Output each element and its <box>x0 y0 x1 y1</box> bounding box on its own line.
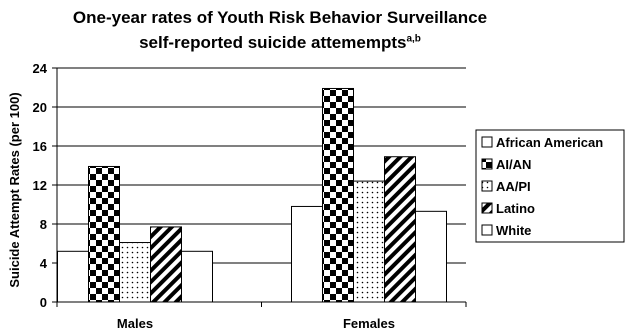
y-tick-label: 12 <box>33 178 47 193</box>
y-tick-label: 8 <box>40 217 47 232</box>
bar-aa-pi-males <box>119 242 151 303</box>
y-axis-label: Suicide Attempt Rates (per 100) <box>7 92 22 287</box>
chart-title-line-1: One-year rates of Youth Risk Behavior Su… <box>72 8 488 27</box>
bar-african-american-females <box>291 205 323 303</box>
axis-labels: 0 4 8 12 16 20 24 Males Females Suicide Attempt R… <box>7 61 395 330</box>
chart-title-line-2: self-reported suicide attememptsa,b <box>0 33 560 53</box>
bar-aa-pi-females <box>353 180 385 303</box>
bar-latino-females <box>384 156 416 303</box>
bar-white-females <box>415 210 447 303</box>
y-tick-label: 20 <box>33 100 47 115</box>
x-category-label: Males <box>117 316 153 330</box>
axes <box>52 67 467 307</box>
legend-entry-label: White <box>496 223 531 238</box>
legend-swatch <box>481 224 493 236</box>
legend-box <box>475 129 625 243</box>
x-category-label: Females <box>343 316 395 330</box>
legend: African American AI/AN AA/PI Latino White <box>475 129 625 243</box>
legend-entry-label: AI/AN <box>496 157 531 172</box>
y-tick-label: 16 <box>33 139 47 154</box>
bar-african-american-males <box>57 250 89 303</box>
y-tick-label: 0 <box>40 295 47 310</box>
bar-ai-an-females <box>322 87 354 303</box>
legend-entry-label: Latino <box>496 201 535 216</box>
legend-swatch <box>481 158 493 170</box>
legend-entry-label: African American <box>496 135 603 150</box>
bar-white-males <box>181 250 213 303</box>
chart-title-text: self-reported suicide attemempts <box>139 33 407 52</box>
y-tick-label: 24 <box>33 61 48 76</box>
bars <box>57 87 447 303</box>
legend-swatch <box>481 180 493 192</box>
y-tick-label: 4 <box>40 256 48 271</box>
legend-entry-label: AA/PI <box>496 179 531 194</box>
bar-ai-an-males <box>88 165 120 303</box>
chart-title-superscript: a,b <box>406 33 421 45</box>
legend-swatch <box>481 202 493 214</box>
bar-latino-males <box>150 226 182 303</box>
legend-swatch <box>481 136 493 148</box>
